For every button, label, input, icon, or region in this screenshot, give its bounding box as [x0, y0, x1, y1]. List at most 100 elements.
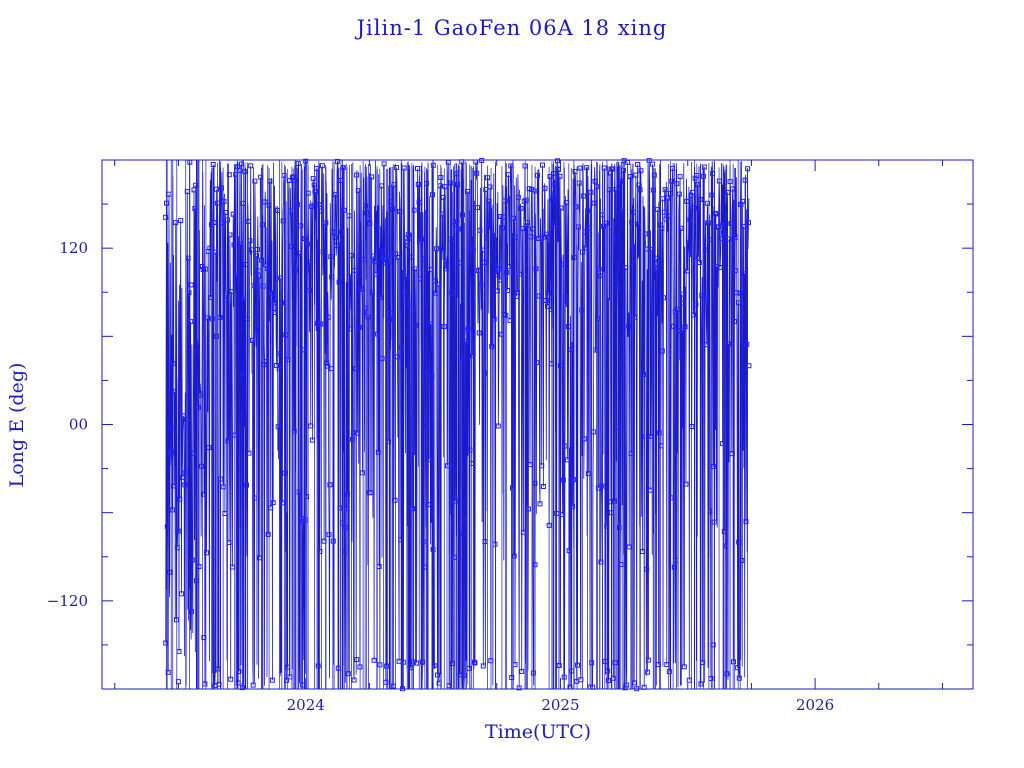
- data-point: [237, 167, 243, 173]
- data-point: [734, 290, 740, 296]
- data-point: [456, 260, 462, 266]
- data-point: [279, 500, 285, 506]
- data-point: [284, 677, 290, 683]
- data-point: [414, 660, 420, 666]
- data-point: [697, 197, 703, 202]
- data-point: [573, 204, 579, 210]
- data-point: [351, 677, 357, 683]
- data-point: [192, 206, 198, 211]
- data-point: [667, 191, 673, 197]
- data-point: [233, 171, 239, 177]
- data-point: [594, 184, 600, 190]
- data-point: [423, 423, 429, 429]
- data-point: [534, 360, 540, 366]
- data-point: [666, 669, 672, 675]
- data-point: [451, 554, 457, 560]
- data-point: [691, 205, 697, 211]
- data-point: [540, 484, 546, 489]
- data-point: [258, 174, 264, 180]
- data-point: [324, 363, 330, 369]
- data-point: [719, 222, 725, 228]
- axis-layer: 2024 2025 2026 120 00 −120: [47, 159, 973, 714]
- data-point: [242, 169, 248, 175]
- data-point: [168, 425, 174, 431]
- data-point: [686, 677, 692, 683]
- data-point: [515, 290, 520, 295]
- data-point: [412, 266, 418, 272]
- data-point: [632, 314, 638, 320]
- data-point: [282, 470, 288, 476]
- data-point: [347, 326, 353, 332]
- data-point: [354, 172, 360, 178]
- data-point: [590, 429, 596, 435]
- data-point: [305, 190, 311, 196]
- data-point: [651, 172, 657, 178]
- data-point: [379, 247, 385, 253]
- data-point: [576, 180, 582, 186]
- data-point: [453, 221, 459, 227]
- data-point: [744, 341, 750, 347]
- data-point: [539, 463, 545, 469]
- data-point: [304, 241, 310, 247]
- data-point: [169, 507, 175, 513]
- data-point: [640, 549, 646, 554]
- data-point: [397, 209, 403, 215]
- data-point: [378, 294, 384, 300]
- data-point: [188, 319, 194, 325]
- data-point: [354, 430, 360, 436]
- data-point: [295, 161, 301, 167]
- data-point: [243, 262, 249, 267]
- data-point: [684, 198, 690, 204]
- data-point: [376, 564, 382, 569]
- data-point: [191, 187, 197, 193]
- data-point: [646, 158, 652, 164]
- data-point: [589, 660, 595, 666]
- sample-point: [328, 366, 334, 372]
- data-point: [615, 285, 621, 291]
- data-point: [418, 276, 424, 282]
- data-point: [593, 347, 599, 353]
- data-point: [580, 193, 586, 199]
- data-point: [236, 669, 242, 674]
- data-point: [265, 531, 271, 537]
- data-point: [298, 223, 304, 229]
- data-point: [437, 183, 443, 189]
- data-point: [616, 525, 622, 530]
- data-point: [238, 241, 244, 247]
- data-point: [433, 290, 439, 296]
- data-point: [696, 260, 702, 265]
- data-point: [208, 295, 214, 300]
- data-point: [652, 261, 658, 267]
- data-point: [228, 676, 234, 682]
- data-point: [307, 288, 313, 294]
- data-point: [460, 212, 465, 218]
- data-point: [184, 189, 190, 195]
- data-point: [707, 508, 713, 514]
- chart-title: Jilin-1 GaoFen 06A 18 xing: [356, 16, 668, 40]
- data-point: [219, 220, 225, 226]
- data-point: [461, 672, 467, 678]
- data-point: [731, 659, 736, 665]
- data-point: [226, 540, 232, 545]
- data-point: [682, 324, 688, 330]
- data-point: [650, 187, 656, 193]
- data-point: [502, 198, 508, 204]
- data-point: [445, 463, 450, 469]
- data-point: [449, 290, 455, 296]
- data-point: [678, 225, 684, 231]
- data-point: [554, 511, 560, 516]
- data-point: [665, 213, 671, 219]
- data-point: [244, 482, 249, 488]
- data-point: [578, 677, 584, 683]
- data-point: [592, 178, 598, 184]
- data-point: [287, 674, 293, 680]
- data-point: [472, 660, 478, 666]
- data-point: [407, 301, 413, 306]
- data-point: [318, 321, 324, 327]
- data-point: [250, 682, 256, 688]
- data-point: [685, 248, 691, 254]
- data-point: [531, 188, 537, 194]
- data-point: [659, 226, 665, 231]
- data-point: [357, 664, 363, 670]
- data-point: [591, 200, 597, 206]
